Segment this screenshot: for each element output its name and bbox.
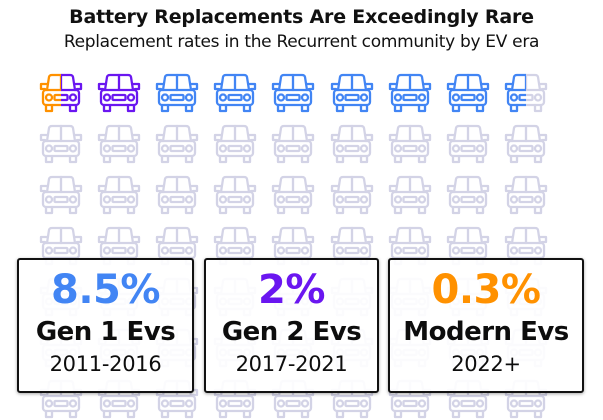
car-icon-inactive bbox=[152, 123, 202, 165]
car-icon-inactive bbox=[327, 123, 377, 165]
car-icon-gen1 bbox=[210, 72, 260, 114]
stat-card-modern: 0.3% Modern Evs 2022+ bbox=[388, 258, 584, 393]
car-icon-inactive bbox=[385, 174, 435, 216]
car-icon-inactive bbox=[152, 225, 202, 267]
car-icon-gen1 bbox=[327, 72, 377, 114]
stat-years: 2011-2016 bbox=[49, 352, 162, 376]
stat-years: 2022+ bbox=[451, 352, 521, 376]
stat-value: 0.3% bbox=[431, 267, 541, 313]
car-icon-inactive bbox=[36, 174, 86, 216]
car-icon-inactive bbox=[385, 123, 435, 165]
car-icon-inactive bbox=[152, 174, 202, 216]
car-icon-modern-gen2 bbox=[36, 72, 86, 114]
chart-title: Battery Replacements Are Exceedingly Rar… bbox=[69, 6, 534, 28]
car-icon-inactive bbox=[268, 174, 318, 216]
car-icon-inactive bbox=[327, 174, 377, 216]
car-icon-inactive bbox=[36, 123, 86, 165]
stat-label: Gen 2 Evs bbox=[221, 317, 362, 347]
chart-subtitle: Replacement rates in the Recurrent commu… bbox=[63, 32, 540, 52]
car-icon-inactive bbox=[210, 174, 260, 216]
car-icon-inactive bbox=[501, 174, 551, 216]
stat-label: Modern Evs bbox=[403, 317, 569, 347]
car-icon-gen1 bbox=[152, 72, 202, 114]
car-icon-gen1 bbox=[385, 72, 435, 114]
stat-label: Gen 1 Evs bbox=[35, 317, 176, 347]
car-icon-gen1 bbox=[443, 72, 493, 114]
stat-card-gen2: 2% Gen 2 Evs 2017-2021 bbox=[204, 258, 379, 393]
stat-years: 2017-2021 bbox=[235, 352, 348, 376]
car-icon-gen1-partial bbox=[501, 72, 551, 114]
car-icon-gen2 bbox=[94, 72, 144, 114]
car-icon-inactive bbox=[210, 123, 260, 165]
car-icon-inactive bbox=[268, 123, 318, 165]
car-icon-inactive bbox=[501, 123, 551, 165]
stat-value: 8.5% bbox=[51, 267, 160, 313]
car-icon-inactive bbox=[94, 123, 144, 165]
car-icon-inactive bbox=[443, 123, 493, 165]
stat-value: 2% bbox=[258, 267, 325, 313]
car-icon-gen1 bbox=[268, 72, 318, 114]
car-icon-inactive bbox=[94, 174, 144, 216]
car-icon-inactive bbox=[443, 174, 493, 216]
stat-card-gen1: 8.5% Gen 1 Evs 2011-2016 bbox=[17, 258, 194, 393]
car-icon-inactive bbox=[443, 225, 493, 267]
